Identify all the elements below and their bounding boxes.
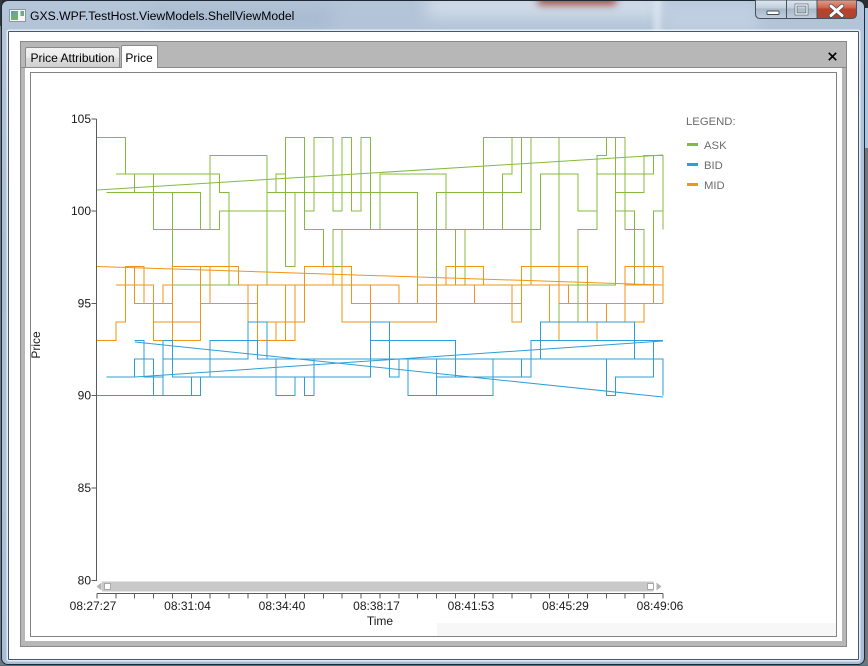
svg-text:85: 85 [78,481,92,495]
svg-text:80: 80 [78,573,92,587]
svg-text:BID: BID [704,160,723,172]
svg-text:08:41:53: 08:41:53 [448,599,495,613]
svg-text:Time: Time [367,614,394,628]
svg-text:100: 100 [71,204,91,218]
svg-text:08:38:17: 08:38:17 [353,599,400,613]
svg-text:95: 95 [78,296,92,310]
svg-text:ASK: ASK [704,140,727,152]
svg-text:08:49:06: 08:49:06 [637,599,684,613]
svg-text:LEGEND:: LEGEND: [686,116,736,128]
svg-text:08:45:29: 08:45:29 [542,599,589,613]
svg-text:08:34:40: 08:34:40 [259,599,306,613]
svg-text:Price: Price [29,331,43,359]
svg-text:90: 90 [78,389,92,403]
svg-text:08:31:04: 08:31:04 [164,599,211,613]
svg-text:105: 105 [71,112,91,126]
svg-text:MID: MID [704,180,725,192]
svg-text:08:27:27: 08:27:27 [70,599,117,613]
